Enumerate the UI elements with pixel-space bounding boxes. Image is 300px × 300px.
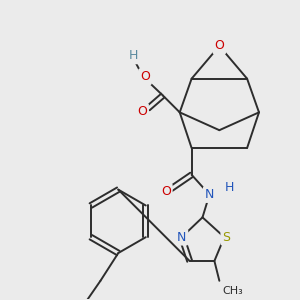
Text: CH₃: CH₃ <box>222 286 243 296</box>
Text: N: N <box>205 188 214 201</box>
Text: N: N <box>177 231 186 244</box>
Text: O: O <box>161 185 171 198</box>
Text: H: H <box>128 50 138 62</box>
Text: O: O <box>140 70 150 83</box>
Text: O: O <box>137 105 147 118</box>
Text: O: O <box>214 40 224 52</box>
Text: H: H <box>225 181 234 194</box>
Text: S: S <box>222 231 230 244</box>
